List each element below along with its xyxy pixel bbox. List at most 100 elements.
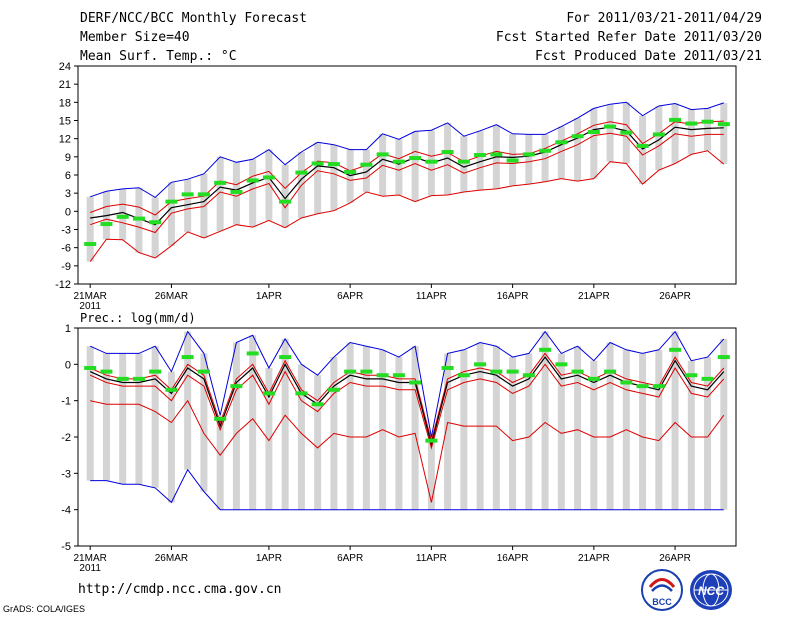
spread-box xyxy=(346,342,354,510)
observed-mark xyxy=(132,216,145,221)
mean-line xyxy=(90,126,724,226)
observed-mark xyxy=(409,156,422,161)
spread-box xyxy=(525,134,533,185)
y-tick-label: -5 xyxy=(61,541,71,553)
bcc-logo: BCC xyxy=(641,569,683,611)
spread-box xyxy=(411,346,419,510)
spread-box xyxy=(509,357,517,510)
spread-box xyxy=(492,346,500,510)
spread-box xyxy=(671,331,679,510)
observed-mark xyxy=(636,384,649,389)
y-tick-label: 0 xyxy=(65,206,71,218)
spread-box xyxy=(720,102,728,165)
spread-box xyxy=(151,346,159,488)
spread-box xyxy=(184,179,192,232)
bcc-logo-text: BCC xyxy=(652,597,672,607)
y-tick-label: 15 xyxy=(59,116,71,128)
observed-mark xyxy=(409,380,422,385)
spread-box xyxy=(200,353,208,492)
observed-mark xyxy=(344,369,357,374)
spread-box xyxy=(119,353,127,485)
q75-line xyxy=(89,352,725,443)
spread-box xyxy=(557,353,565,510)
forecast-period: For 2011/03/21-2011/04/29 xyxy=(566,11,762,26)
spread-box xyxy=(541,331,549,510)
observed-mark xyxy=(100,222,113,227)
observed-mark xyxy=(636,143,649,148)
plot-frame xyxy=(77,65,737,285)
member-size-label: Member Size=40 xyxy=(80,30,190,45)
year-label: 2011 xyxy=(79,301,101,312)
spread-box xyxy=(135,353,143,485)
observed-mark xyxy=(555,362,568,367)
observed-mark xyxy=(587,130,600,135)
observed-mark xyxy=(425,438,438,443)
y-tick-label: -3 xyxy=(61,468,71,480)
observed-mark xyxy=(197,369,210,374)
variable-label: Mean Surf. Temp.: °C xyxy=(80,49,237,64)
spread-box xyxy=(297,364,305,510)
spread-box xyxy=(444,353,452,510)
observed-mark xyxy=(571,134,584,139)
observed-mark xyxy=(620,380,633,385)
observed-mark xyxy=(181,355,194,360)
q75-line xyxy=(90,120,724,216)
spread-box xyxy=(655,349,663,510)
spread-box xyxy=(395,357,403,510)
observed-mark xyxy=(376,152,389,157)
observed-mark xyxy=(717,122,730,127)
observed-mark xyxy=(474,153,487,158)
x-tick-label: 11APR xyxy=(416,291,447,302)
y-tick-label: -3 xyxy=(61,225,71,237)
min-line xyxy=(90,399,725,503)
y-tick-label: -12 xyxy=(55,279,71,291)
spread-box xyxy=(167,371,175,503)
observed-mark xyxy=(490,369,503,374)
spread-box xyxy=(216,156,224,232)
observed-mark xyxy=(474,362,487,367)
observed-mark xyxy=(360,162,373,167)
min-line xyxy=(89,150,725,262)
observed-mark xyxy=(132,376,145,381)
x-tick-label: 11APR xyxy=(416,553,447,564)
x-tick-label: 26MAR xyxy=(155,291,188,302)
x-tick-label: 21MAR xyxy=(74,291,107,302)
spread-box xyxy=(590,360,598,510)
y-tick-label: -2 xyxy=(61,432,71,444)
observed-mark xyxy=(360,369,373,374)
source-url[interactable]: http://cmdp.ncc.cma.gov.cn xyxy=(78,582,282,597)
spread-box xyxy=(639,115,647,185)
y-tick-label: 24 xyxy=(59,61,71,73)
observed-mark xyxy=(539,148,552,153)
x-tick-label: 6APR xyxy=(337,553,363,564)
observed-mark xyxy=(457,159,470,164)
observed-mark xyxy=(506,158,519,163)
spread-box xyxy=(86,346,94,481)
observed-mark xyxy=(701,119,714,124)
observed-mark xyxy=(100,369,113,374)
observed-mark xyxy=(555,140,568,145)
chart-title: DERF/NCC/BCC Monthly Forecast xyxy=(80,11,307,26)
spread-box xyxy=(281,338,289,510)
y-tick-label: -1 xyxy=(61,396,71,408)
observed-mark xyxy=(587,376,600,381)
spread-box xyxy=(281,164,289,228)
observed-mark xyxy=(539,347,552,352)
y-tick-label: 1 xyxy=(65,323,71,335)
observed-mark xyxy=(441,149,454,154)
observed-mark xyxy=(279,355,292,360)
observed-mark xyxy=(311,161,324,166)
observed-mark xyxy=(262,175,275,180)
spread-box xyxy=(249,335,257,510)
spread-box xyxy=(687,109,695,155)
observed-mark xyxy=(230,384,243,389)
x-tick-label: 16APR xyxy=(497,291,529,302)
x-tick-label: 26MAR xyxy=(155,553,188,564)
spread-box xyxy=(102,353,110,481)
x-tick-label: 21APR xyxy=(578,553,610,564)
observed-mark xyxy=(490,152,503,157)
max-line xyxy=(90,101,724,199)
observed-mark xyxy=(685,121,698,126)
spread-box xyxy=(427,437,435,510)
